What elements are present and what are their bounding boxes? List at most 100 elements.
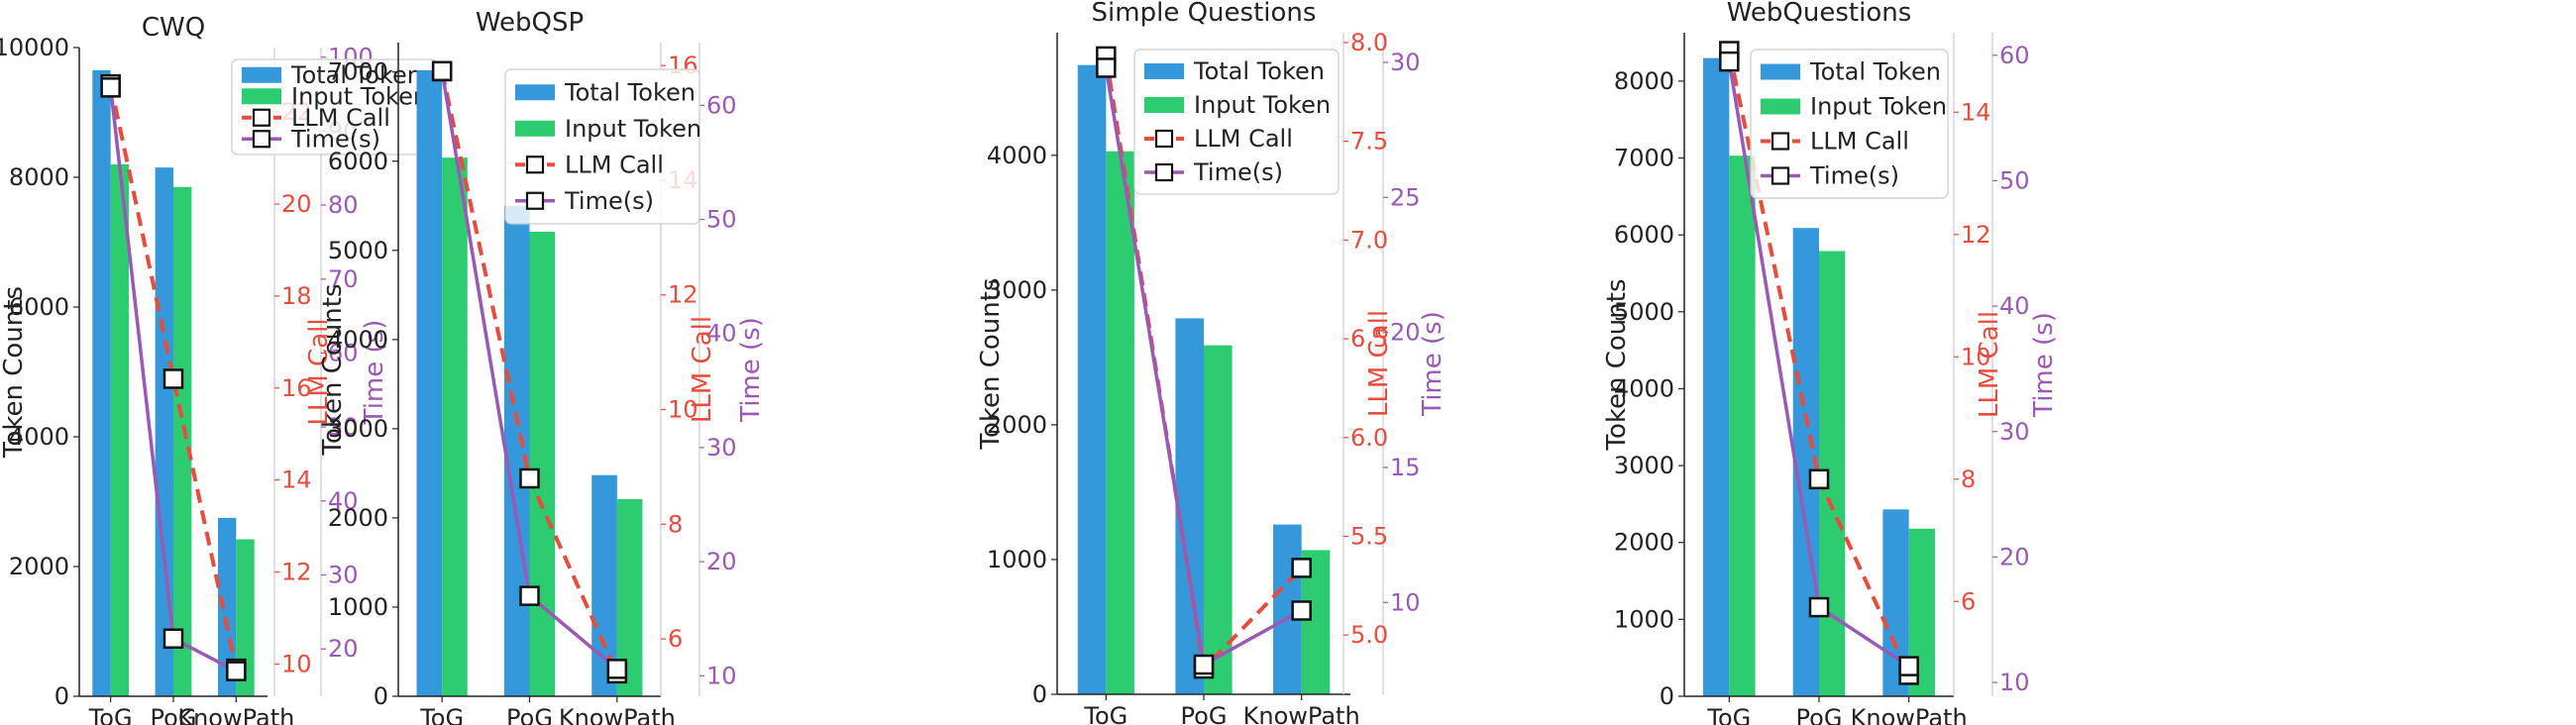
bar-total-token [155, 167, 173, 697]
legend-swatch-bar [1144, 97, 1184, 113]
time-tick-label: 20 [1999, 543, 2030, 570]
time-marker [100, 77, 121, 98]
chart-panel-2: WebQSP 0 1000 2000 3000 4000 5000 6000 7000 6 8 10 1… [318, 8, 766, 725]
bar-input-token [173, 186, 192, 696]
time-tick-label: 50 [328, 413, 359, 441]
llm-tick-label: 8 [668, 510, 683, 538]
x-tick-label: PoG [506, 704, 553, 725]
time-tick-label: 80 [328, 191, 359, 219]
llm-tick-label: 12 [281, 559, 312, 586]
time-tick-label: 15 [1390, 454, 1421, 481]
left-tick-label: 5000 [328, 237, 388, 264]
chart-title: CWQ [142, 13, 205, 43]
left-tick-label: 6000 [328, 148, 388, 175]
legend-label: Time(s) [564, 187, 654, 215]
llm-tick-label: 10 [1961, 343, 1991, 370]
left-tick-label: 6000 [1614, 221, 1674, 249]
left-tick-label: 5000 [1614, 298, 1674, 326]
bar-input-token [1106, 151, 1134, 694]
y-axis-label-time: Time (s) [360, 320, 389, 426]
legend-swatch-marker [525, 191, 545, 210]
x-tick-label: KnowPath [1243, 702, 1360, 725]
llm-tick-label: 10 [281, 650, 312, 677]
left-tick-label: 0 [374, 682, 388, 710]
time-tick-label: 40 [1999, 292, 2030, 320]
time-tick-label: 25 [1390, 183, 1421, 211]
left-tick-label: 1000 [328, 593, 388, 621]
left-tick-label: 10000 [0, 34, 69, 61]
time-marker [162, 628, 184, 649]
legend-swatch-bar [1761, 63, 1800, 80]
x-tick-label: KnowPath [1851, 704, 1968, 725]
left-tick-label: 4000 [328, 326, 388, 354]
llm-call-marker [162, 368, 184, 389]
llm-tick-label: 6 [668, 625, 683, 653]
left-tick-label: 2000 [1614, 529, 1674, 557]
left-tick-label: 4000 [1614, 374, 1674, 402]
legend-swatch-bar [1761, 98, 1800, 115]
left-tick-label: 2000 [987, 411, 1047, 439]
llm-tick-label: 18 [281, 282, 312, 310]
llm-call-marker [1808, 468, 1830, 490]
legend-label: LLM Call [1194, 125, 1293, 153]
llm-tick-label: 8.0 [1350, 29, 1388, 56]
time-tick-label: 60 [706, 91, 737, 119]
bar-input-token [236, 539, 255, 696]
y-axis-label-time: Time (s) [2029, 312, 2059, 418]
llm-tick-label: 6.0 [1350, 424, 1388, 452]
left-tick-label: 2000 [9, 553, 69, 580]
legend-swatch-marker [252, 108, 271, 127]
x-tick-label: ToG [1083, 702, 1127, 725]
x-tick-label: PoG [1181, 702, 1228, 725]
time-tick-label: 30 [706, 434, 737, 462]
legend-swatch-marker [252, 130, 271, 149]
legend-label: Input Token [1194, 91, 1331, 119]
llm-tick-label: 10 [668, 396, 698, 424]
legend-label: Input Token [565, 115, 701, 143]
time-tick-label: 30 [1390, 49, 1421, 76]
legend-swatch-marker [1154, 162, 1174, 182]
y-axis-label-time: Time (s) [1418, 311, 1448, 417]
legend-label: LLM Call [565, 151, 664, 178]
time-tick-label: 30 [1999, 418, 2030, 446]
time-marker [431, 60, 453, 82]
bar-total-token [92, 69, 111, 697]
x-tick-label: PoG [1796, 704, 1843, 725]
llm-tick-label: 5.5 [1350, 522, 1388, 550]
y-axis-label-left: Token Counts [976, 278, 1006, 451]
llm-tick-label: 16 [281, 374, 312, 402]
time-marker [226, 661, 247, 681]
legend-swatch-bar [515, 120, 555, 137]
left-tick-label: 2000 [328, 504, 388, 532]
llm-call-line [108, 83, 239, 670]
legend-label: Total Token [1193, 57, 1325, 85]
llm-tick-label: 7.0 [1350, 226, 1388, 254]
legend-swatch-marker [1771, 166, 1790, 185]
legend-swatch-bar [242, 66, 281, 83]
llm-call-marker [519, 467, 540, 489]
bar-input-token [1729, 155, 1756, 697]
left-tick-label: 1000 [987, 546, 1047, 573]
llm-tick-label: 14 [1961, 98, 1991, 126]
x-tick-label: ToG [1706, 704, 1751, 725]
time-tick-label: 70 [328, 265, 359, 293]
y-axis-label-left: Token Counts [0, 286, 29, 459]
time-tick-label: 40 [706, 320, 737, 348]
left-tick-label: 0 [54, 682, 69, 710]
time-marker [1808, 596, 1830, 618]
x-tick-label: KnowPath [177, 704, 294, 725]
y-axis-label-llm: LLM Call [1975, 311, 2004, 418]
time-marker [1291, 600, 1312, 621]
bar-input-token [1204, 345, 1233, 694]
chart-title: WebQuestions [1727, 0, 1912, 28]
left-tick-label: 7000 [1614, 145, 1674, 172]
time-marker [1719, 51, 1740, 72]
y-axis-label-llm: LLM Call [688, 316, 717, 423]
bar-total-token [1703, 57, 1730, 696]
legend-label: LLM Call [1810, 128, 1909, 155]
x-tick-label: ToG [88, 704, 133, 725]
x-tick-label: PoG [151, 704, 197, 725]
legend-swatch-bar [515, 84, 555, 101]
left-tick-label: 4000 [9, 423, 69, 451]
time-tick-label: 20 [706, 548, 737, 575]
